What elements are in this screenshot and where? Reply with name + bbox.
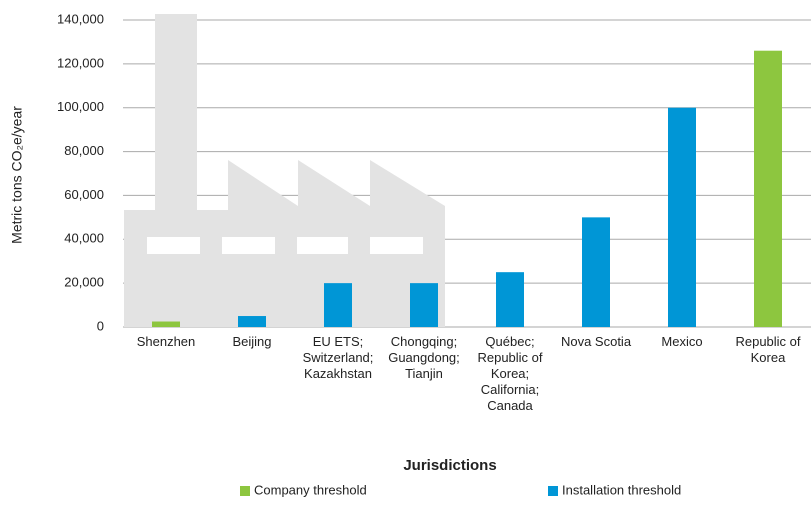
y-axis-title: Metric tons CO₂e/year (9, 106, 25, 244)
bar (410, 283, 438, 327)
y-tick-label: 120,000 (57, 55, 104, 70)
bar (582, 217, 610, 327)
x-tick-label: Nova Scotia (560, 334, 632, 349)
bar (496, 272, 524, 327)
y-tick-label: 0 (97, 318, 104, 333)
bar (238, 316, 266, 327)
x-tick-label: Republic of Korea (735, 334, 801, 365)
bar (668, 107, 696, 327)
legend-label: Installation threshold (562, 482, 681, 497)
x-tick-label: EU ETS; Switzerland; Kazakhstan (302, 334, 374, 381)
legend-swatch (240, 486, 250, 496)
x-tick-label: Mexico (661, 334, 703, 349)
x-tick-label: Chongqing; Guangdong; Tianjin (388, 334, 460, 381)
x-tick-label: Beijing (232, 334, 272, 349)
bar (754, 50, 782, 327)
bar (324, 283, 352, 327)
y-tick-label: 20,000 (64, 275, 104, 290)
factory-silhouette (124, 14, 445, 327)
y-tick-label: 60,000 (64, 187, 104, 202)
bar (152, 321, 180, 327)
legend-label: Company threshold (254, 482, 367, 497)
y-tick-label: 140,000 (57, 11, 104, 26)
legend-swatch (548, 486, 558, 496)
x-tick-label: Québec; Republic of Korea; California; C… (477, 334, 543, 413)
y-tick-label: 80,000 (64, 143, 104, 158)
x-tick-label: Shenzhen (136, 334, 196, 349)
x-axis-title: Jurisdictions (403, 457, 496, 474)
bars (152, 50, 782, 327)
y-tick-label: 100,000 (57, 99, 104, 114)
y-tick-label: 40,000 (64, 231, 104, 246)
